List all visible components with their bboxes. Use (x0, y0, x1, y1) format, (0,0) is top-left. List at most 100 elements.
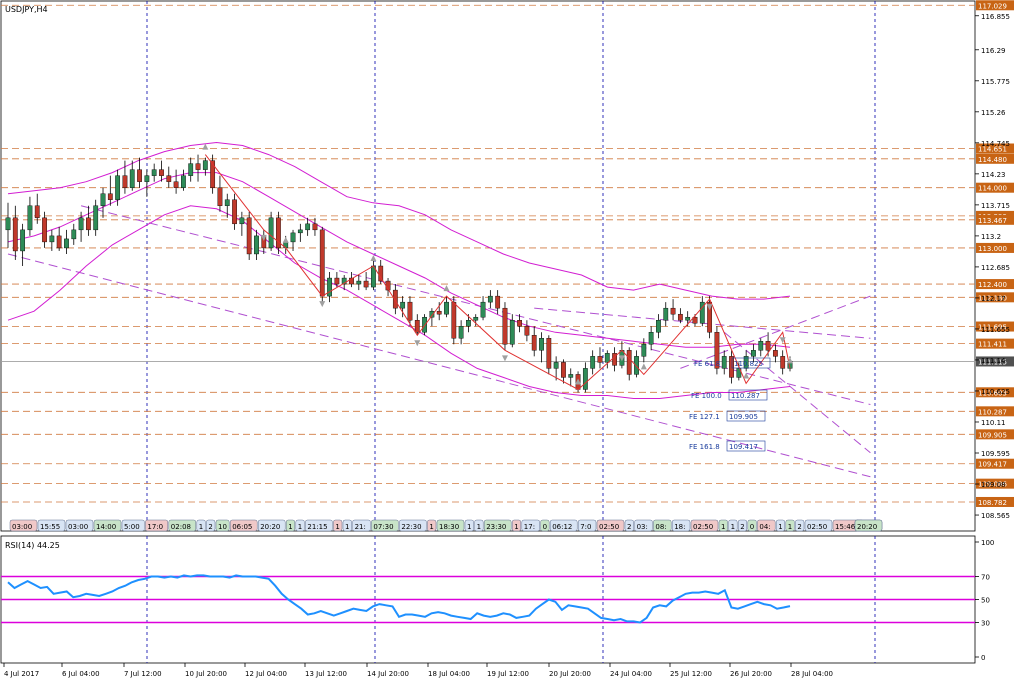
candle-body-66 (487, 295, 493, 303)
time-label-bg-2 (65, 519, 94, 532)
level-label-bg-9 (976, 321, 1014, 332)
level-label-12: 110.287 (978, 408, 1007, 416)
time-label-9: 10 (218, 523, 227, 531)
channel-line-0 (7, 253, 871, 478)
fibo-value-box-2 (726, 410, 766, 422)
time-label-bg-44 (804, 519, 833, 532)
candle-body-56 (414, 320, 420, 333)
fractal-marker-13 (779, 337, 786, 344)
price-axis: 116.855 116.29 115.775 115.26 114.745 114.23 1… (975, 13, 1010, 520)
fractal-marker-6 (443, 285, 450, 292)
time-label-7: 1 (199, 523, 203, 531)
time-label-17: 21: (355, 523, 366, 531)
candle-body-97 (714, 332, 720, 369)
fibonacci-extension-labels: FE 61.8 110.825 FE 100.0 110.287 FE 127.1 109… (689, 357, 771, 452)
candle-body-7 (56, 235, 62, 249)
fibo-value-box-3 (726, 440, 766, 452)
time-label-32: 03: (637, 523, 648, 531)
y-tick-label-15: 109.08 (981, 481, 1006, 489)
candle-body-21 (159, 169, 164, 176)
time-label-bg-26 (521, 519, 540, 532)
candle-body-41 (305, 223, 311, 231)
candle-body-8 (64, 238, 69, 249)
candle-body-87 (641, 344, 647, 357)
candle-body-31 (232, 199, 237, 225)
level-label-9: 111.695 (978, 324, 1007, 332)
time-label-43: 2 (797, 523, 801, 531)
rsi-line-path (7, 574, 791, 624)
y-tick-label-16: 108.565 (981, 512, 1010, 520)
candle-body-30 (224, 199, 230, 206)
chart-title: USDJPY,H4 (5, 5, 48, 14)
y-tick-label-13: 110.11 (981, 419, 1006, 427)
x-tick-label-3: 10 Jul 20:00 (185, 670, 227, 678)
fractal-marker-14 (787, 357, 793, 364)
fibo-name-2: FE 127.1 (689, 413, 720, 421)
candle-body-12 (93, 205, 99, 231)
rsi-tick-label-4: 0 (981, 654, 985, 662)
time-label-bg-27 (540, 519, 550, 532)
x-tick-label-4: 12 Jul 04:00 (245, 670, 287, 678)
time-axis: 4 Jul 2017 6 Jul 04:00 7 Jul 12:00 10 Jul 2… (3, 663, 833, 678)
time-label-bg-33 (653, 519, 672, 532)
time-label-bg-40 (757, 519, 776, 532)
channel-line-3 (680, 295, 871, 369)
candle-body-14 (107, 193, 113, 200)
time-label-bg-31 (624, 519, 634, 532)
candle-body-39 (290, 232, 296, 243)
current-price-line: 111.115 (1, 356, 1014, 367)
level-label-11: 110.603 (978, 389, 1007, 397)
time-label-bg-25 (511, 519, 522, 532)
time-label-25: 1 (514, 523, 518, 531)
candle-body-103 (758, 341, 764, 351)
candle-body-94 (692, 316, 698, 324)
time-label-bg-6 (168, 519, 197, 532)
time-label-44: 02:50 (807, 523, 827, 531)
candle-body-101 (743, 356, 749, 369)
time-label-18: 07:30 (373, 523, 393, 531)
candle-body-13 (100, 193, 106, 206)
time-label-bg-15 (333, 519, 343, 532)
time-label-15: 1 (335, 523, 339, 531)
candle-body-63 (466, 320, 471, 327)
fibo-value-box-0 (731, 357, 771, 369)
y-tick-label-14: 109.595 (981, 450, 1010, 458)
time-label-41: 1 (778, 523, 782, 531)
time-label-2: 03:00 (68, 523, 88, 531)
time-label-13: 1 (298, 523, 302, 531)
level-label-bg-5 (976, 214, 1014, 225)
y-tick-label-11: 111.14 (981, 357, 1006, 365)
y-tick-label-9: 112.17 (981, 295, 1006, 303)
fractal-markers (202, 143, 793, 385)
time-label-42: 1 (788, 523, 792, 531)
level-label-bg-12 (976, 406, 1014, 417)
level-label-bg-8 (976, 292, 1014, 303)
candle-body-85 (626, 350, 632, 375)
candle-body-37 (276, 217, 281, 249)
y-tick-label-12: 110.625 (981, 388, 1010, 396)
candle-body-77 (568, 374, 574, 378)
candle-body-82 (604, 353, 610, 363)
time-label-27: 0 (543, 523, 547, 531)
level-label-5: 113.467 (978, 217, 1007, 225)
candle-body-54 (400, 301, 406, 309)
candle-body-4 (34, 205, 40, 219)
x-tick-label-12: 26 Jul 20:00 (730, 670, 772, 678)
candle-body-28 (210, 160, 216, 188)
current-price-label: 111.115 (978, 358, 1007, 366)
time-label-4: 5:00 (124, 523, 140, 531)
time-label-bg-38 (737, 519, 748, 532)
time-label-30: 02:50 (599, 523, 619, 531)
candle-body-36 (268, 217, 274, 249)
x-tick-label-6: 14 Jul 20:00 (367, 670, 409, 678)
time-label-bg-12 (285, 519, 296, 532)
candle-body-33 (246, 217, 252, 255)
rsi-title: RSI(14) 44.25 (5, 541, 60, 550)
time-label-bg-19 (399, 519, 427, 532)
candle-body-96 (707, 301, 713, 333)
candle-body-43 (319, 229, 325, 297)
candle-body-67 (495, 295, 501, 309)
rsi-tick-label-1: 70 (981, 574, 990, 582)
time-label-bg-17 (352, 519, 371, 532)
time-label-8: 2 (208, 523, 212, 531)
